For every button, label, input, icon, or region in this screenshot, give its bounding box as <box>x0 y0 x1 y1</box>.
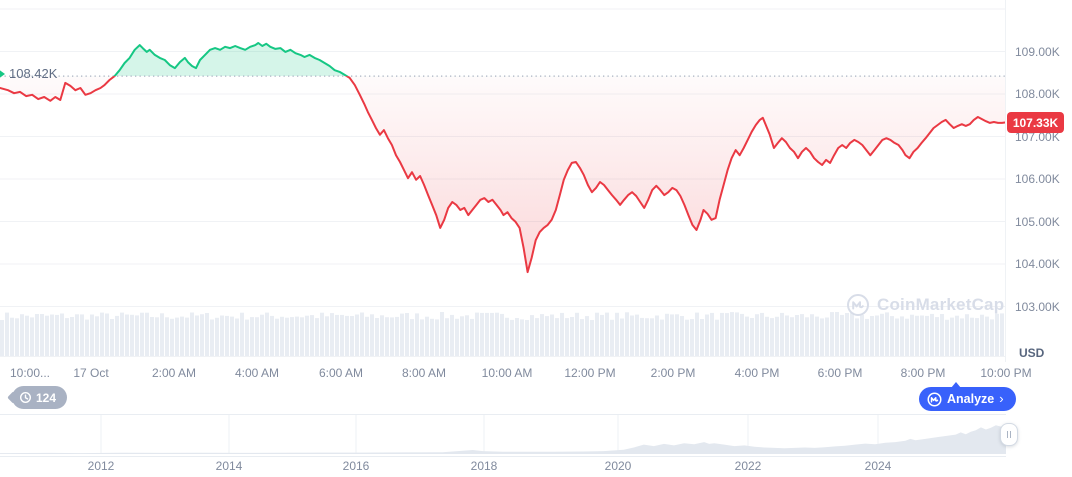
navigator-handle[interactable] <box>1000 423 1018 446</box>
x-axis-label: 8:00 AM <box>401 366 447 380</box>
year-label: 2016 <box>342 459 370 473</box>
watermark-text: CoinMarketCap <box>877 295 1005 314</box>
year-label: 2024 <box>864 459 892 473</box>
year-label: 2018 <box>470 459 498 473</box>
year-label: 2022 <box>734 459 762 473</box>
history-clock-icon <box>19 391 32 404</box>
baseline-arrow-icon <box>0 68 5 79</box>
x-axis-label: 10:00... <box>9 366 51 380</box>
analyze-button[interactable]: Analyze › <box>919 382 1016 411</box>
main-chart-plot-area[interactable]: 108.42K CoinMarketCap <box>0 0 1005 362</box>
x-axis-label: 6:00 PM <box>817 366 863 380</box>
analyze-label: Analyze <box>947 392 995 406</box>
year-label: 2014 <box>215 459 243 473</box>
x-axis-label: 12:00 PM <box>564 366 616 380</box>
y-axis-label: 104.00K <box>1015 257 1060 271</box>
analyze-cmc-logo-icon <box>927 392 942 406</box>
x-axis-label: 2:00 AM <box>151 366 197 380</box>
analyze-tooltip-tail <box>951 382 961 388</box>
history-count-badge[interactable]: 124 <box>12 386 68 409</box>
x-axis-label: 4:00 AM <box>234 366 280 380</box>
history-count: 124 <box>36 390 57 405</box>
currency-label: USD <box>1019 346 1045 360</box>
x-axis-label: 8:00 PM <box>900 366 946 380</box>
chevron-right-icon: › <box>999 391 1004 406</box>
x-axis-label: 10:00 AM <box>481 366 533 380</box>
x-axis-label: 10:00 PM <box>980 366 1032 380</box>
x-axis-label: 17 Oct <box>73 366 109 380</box>
coinmarketcap-watermark: CoinMarketCap <box>846 293 1004 317</box>
y-axis: 109.00K 108.00K 107.00K 106.00K 105.00K 104.0… <box>1005 0 1072 362</box>
y-axis-label: 106.00K <box>1015 172 1060 186</box>
y-axis-label: 109.00K <box>1015 44 1060 59</box>
timeline-navigator[interactable] <box>0 414 1006 457</box>
y-axis-label: 105.00K <box>1015 214 1060 229</box>
x-axis-label: 2:00 PM <box>650 366 696 380</box>
x-axis-label: 6:00 AM <box>318 366 364 380</box>
baseline-price-marker: 108.42K <box>0 66 57 81</box>
y-axis-label: 107.00K <box>1015 129 1060 144</box>
y-axis-label: 108.00K <box>1015 87 1060 101</box>
x-axis-label: 4:00 PM <box>734 366 780 380</box>
navigator-area-chart <box>0 415 1006 454</box>
baseline-price-label: 108.42K <box>9 66 58 81</box>
coinmarketcap-logo-icon <box>847 294 869 316</box>
current-price-badge: 107.33K <box>1007 112 1064 133</box>
year-label: 2012 <box>87 459 115 473</box>
price-line-chart <box>0 8 1005 357</box>
year-label: 2020 <box>604 459 632 473</box>
y-axis-label: 103.00K <box>1015 299 1060 314</box>
